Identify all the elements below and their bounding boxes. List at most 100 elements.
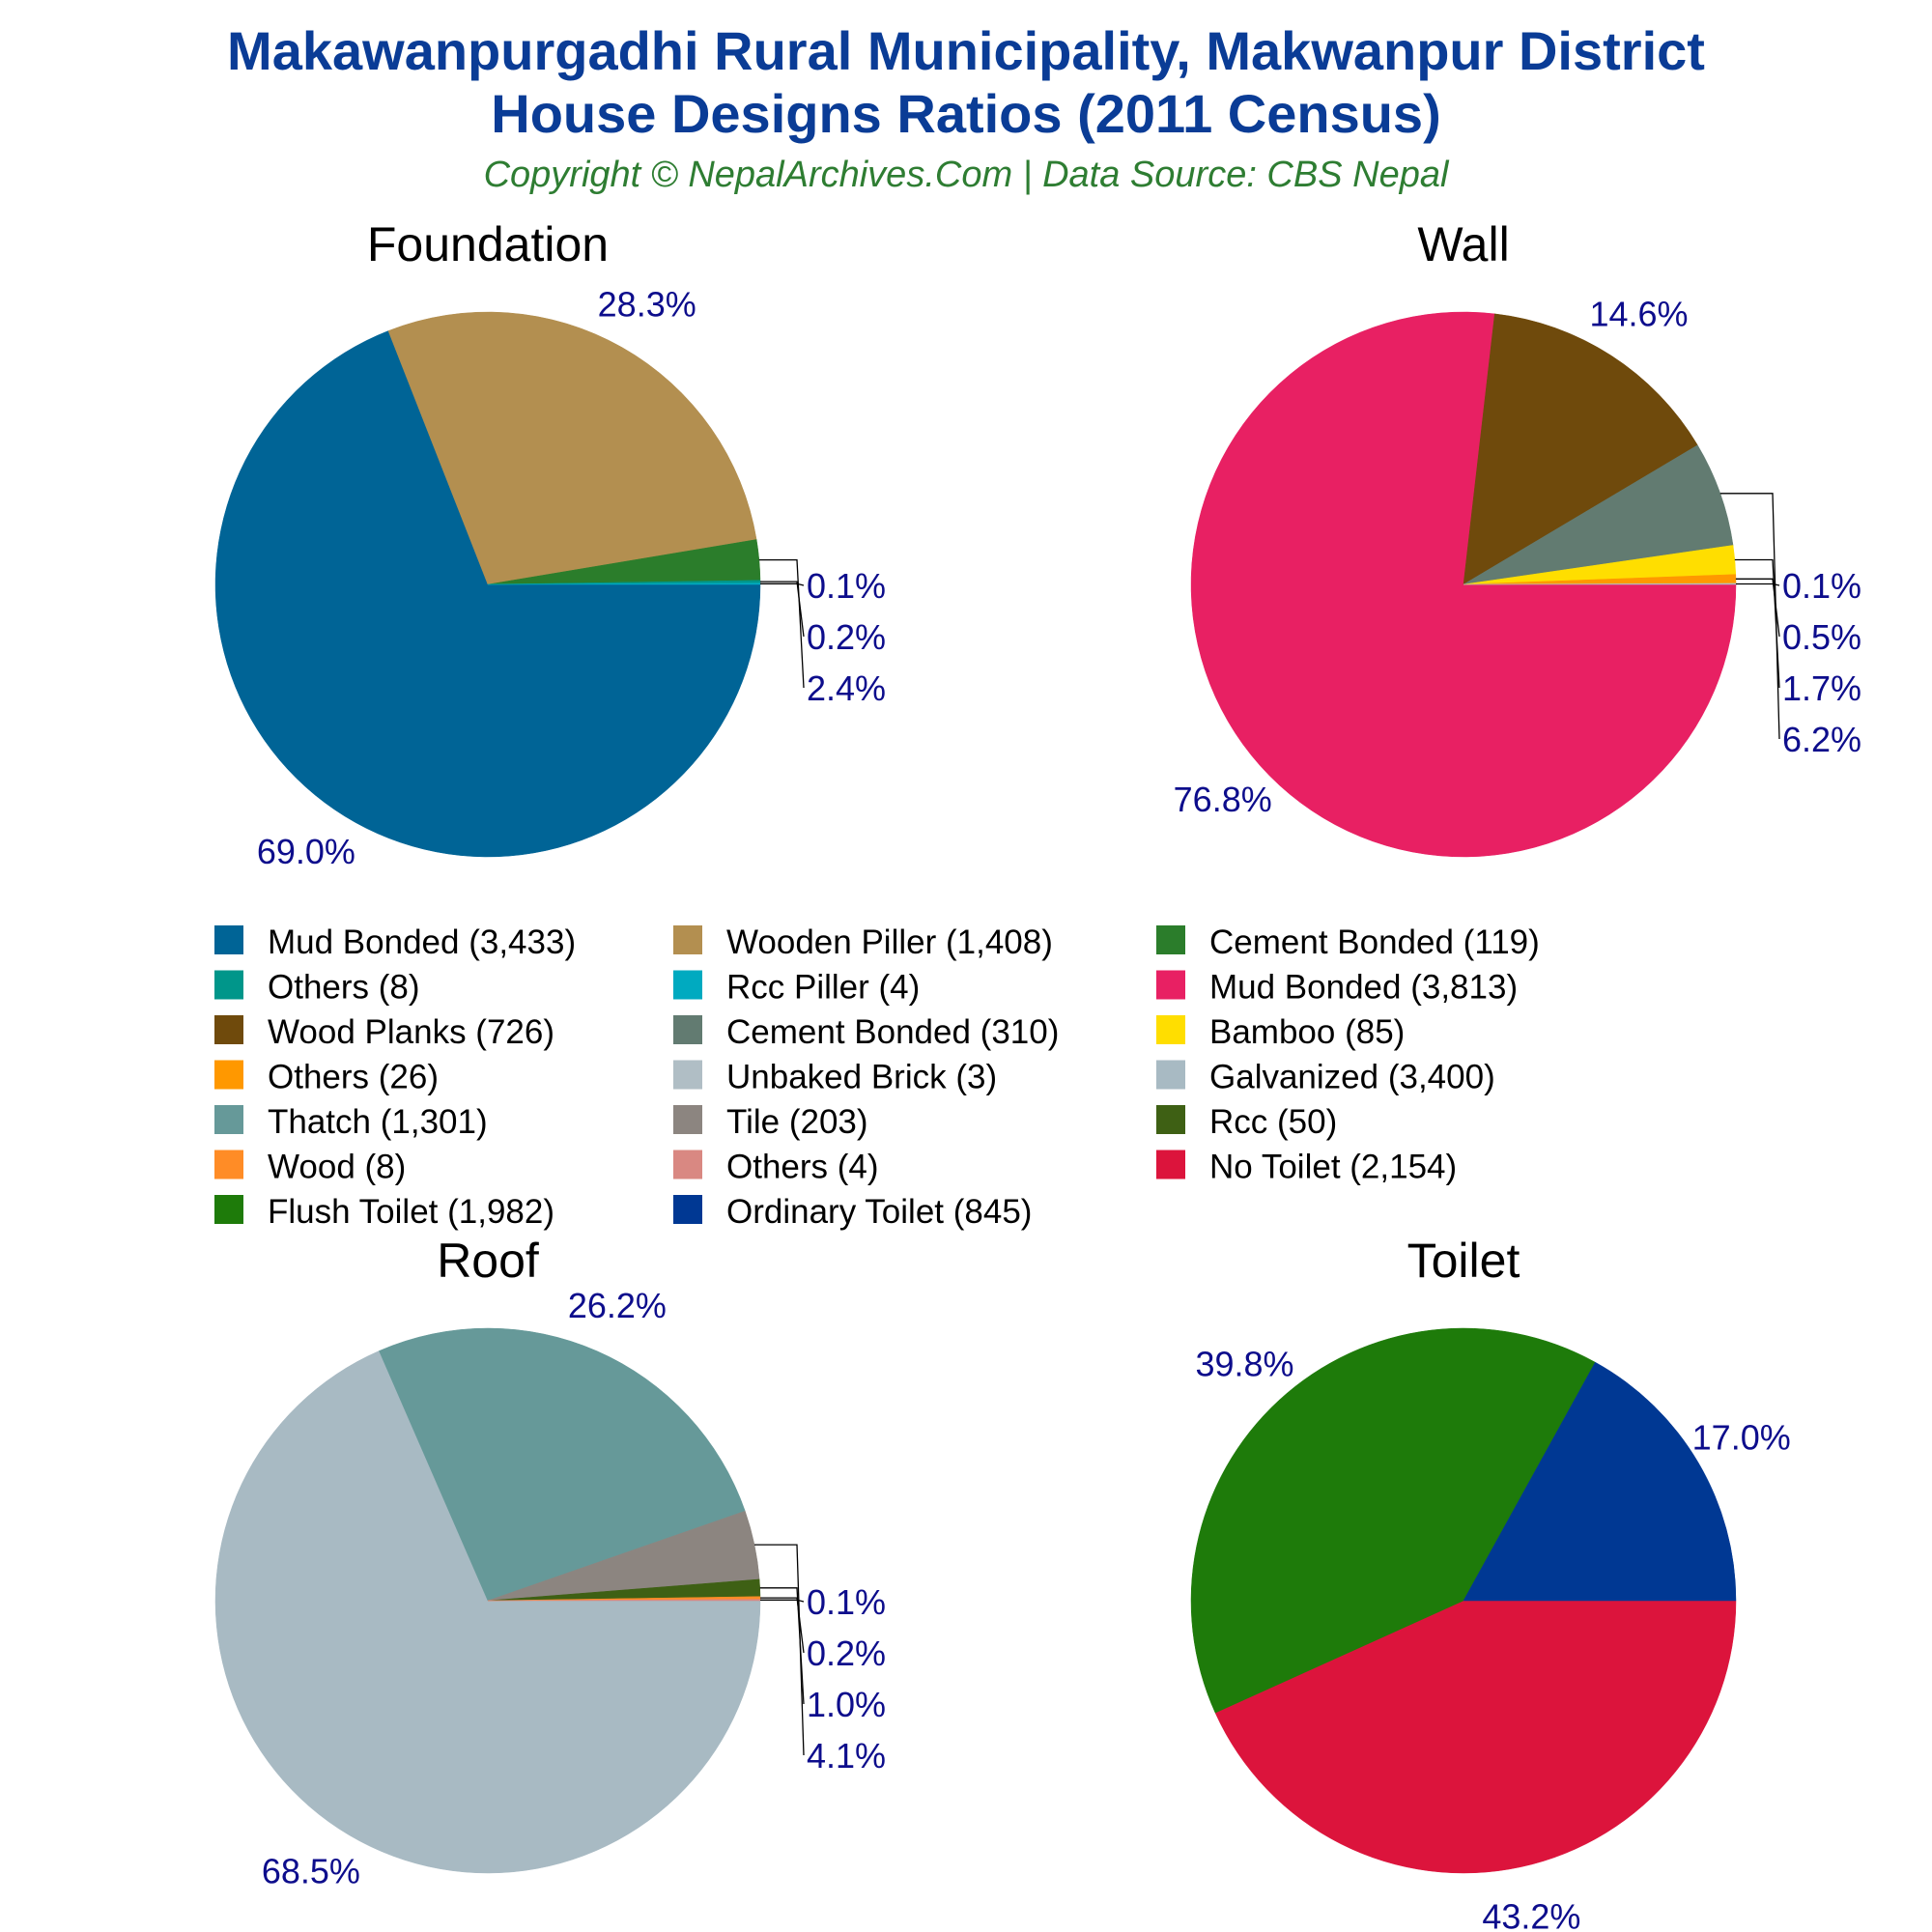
legend-label: Wood (8) [268,1149,406,1186]
pie-percent-label: 1.0% [807,1685,886,1724]
pie-percent-label: 17.0% [1692,1417,1791,1457]
legend-label: Rcc Piller (4) [726,969,920,1007]
legend-swatch [673,970,702,1000]
pie-percent-label: 28.3% [598,284,696,324]
legend-label: Wooden Piller (1,408) [726,923,1053,961]
pie-title-wall: Wall [1417,217,1509,271]
legend-label: Cement Bonded (119) [1209,923,1540,961]
legend-item: Others (8) [214,969,420,1007]
pie-percent-label: 69.0% [257,832,355,871]
legend-label: Others (8) [268,969,420,1007]
legend-item: Tile (203) [673,1103,868,1141]
pie-slice-roof-galvanized [214,1350,761,1874]
pie-title-toilet: Toilet [1407,1234,1520,1288]
legend-item: Cement Bonded (310) [673,1013,1059,1051]
pie-title-foundation: Foundation [367,217,609,271]
legend-item: Others (4) [673,1149,879,1186]
legend-label: Thatch (1,301) [268,1103,488,1141]
legend-item: No Toilet (2,154) [1156,1149,1457,1186]
legend-label: Ordinary Toilet (845) [726,1193,1032,1231]
pie-percent-label: 0.2% [807,617,886,657]
pies-layer: Foundation 69.0% 28.3% 0.1% 0.2% 2.4% Wall 76.8… [214,217,1861,1932]
legend-swatch [673,925,702,954]
pie-percent-label: 1.7% [1782,668,1861,708]
legend-swatch [1156,1150,1185,1179]
legend-item: Rcc (50) [1156,1103,1337,1141]
legend-swatch [214,1195,243,1224]
pie-percent-label: 0.1% [807,566,886,606]
legend-item: Wooden Piller (1,408) [673,923,1053,961]
pie-percent-label: 0.5% [1782,617,1861,657]
pie-leader-line [754,1544,805,1756]
chart-subtitle: Copyright © NepalArchives.Com | Data Sou… [484,155,1450,195]
chart-title-line1: Makawanpurgadhi Rural Municipality, Makw… [227,20,1705,81]
pie-slice-roof-thatch [379,1327,746,1602]
pie-percent-label: 0.1% [807,1582,886,1622]
legend-swatch [1156,925,1185,954]
legend-label: Rcc (50) [1209,1103,1337,1141]
legend-item: Wood (8) [214,1149,406,1186]
legend-swatch [1156,970,1185,1000]
legend-swatch [214,970,243,1000]
pie-leader-line [758,558,805,689]
legend-item: Mud Bonded (3,813) [1156,969,1518,1007]
legend-label: Mud Bonded (3,433) [268,923,576,961]
legend-swatch [1156,1105,1185,1134]
legend-swatch [673,1015,702,1044]
legend-label: Mud Bonded (3,813) [1209,969,1518,1007]
legend-label: Unbaked Brick (3) [726,1059,997,1096]
pie-percent-label: 6.2% [1782,720,1861,759]
pie-percent-label: 2.4% [807,668,886,708]
pie-chart-foundation: Foundation 69.0% 28.3% 0.1% 0.2% 2.4% [214,217,886,871]
legend-label: No Toilet (2,154) [1209,1149,1457,1186]
legend-swatch [673,1060,702,1090]
legend-item: Unbaked Brick (3) [673,1059,997,1096]
pie-percent-label: 76.8% [1174,780,1272,819]
pie-leader-line [760,581,805,638]
pie-slice-toilet-flush-toilet [1190,1327,1596,1714]
legend-item: Wood Planks (726) [214,1013,554,1051]
pie-leader-line [1719,493,1780,740]
pie-slice-foundation-wooden-piller [387,311,757,585]
legend-item: Bamboo (85) [1156,1013,1405,1051]
legend-swatch [1156,1060,1185,1090]
pie-slice-toilet-ordinary-toilet [1463,1361,1737,1602]
legend-label: Tile (203) [726,1103,868,1141]
legend-swatch [214,1105,243,1134]
pie-leader-line [760,1597,805,1654]
legend-item: Rcc Piller (4) [673,969,920,1007]
pie-slice-wall-wood-planks [1463,313,1698,585]
legend-swatch [214,925,243,954]
pie-percent-label: 4.1% [807,1736,886,1776]
pie-percent-label: 39.8% [1195,1345,1293,1384]
legend-swatch [214,1060,243,1090]
pie-percent-label: 43.2% [1482,1897,1580,1932]
legend: Mud Bonded (3,433) Wooden Piller (1,408) C… [214,923,1540,1231]
legend-label: Others (4) [726,1149,879,1186]
legend-swatch [673,1150,702,1179]
legend-item: Cement Bonded (119) [1156,923,1540,961]
pie-percent-label: 0.1% [1782,566,1861,606]
pie-percent-label: 26.2% [568,1286,667,1325]
legend-label: Flush Toilet (1,982) [268,1193,554,1231]
pie-slice-foundation-mud-bonded [214,330,761,858]
legend-swatch [1156,1015,1185,1044]
pie-slice-toilet-no-toilet [1214,1600,1737,1874]
legend-swatch [673,1105,702,1134]
pie-percent-label: 0.2% [807,1634,886,1673]
legend-label: Wood Planks (726) [268,1013,554,1051]
legend-label: Others (26) [268,1059,439,1096]
pie-title-roof: Roof [437,1234,539,1288]
legend-swatch [673,1195,702,1224]
legend-swatch [214,1150,243,1179]
legend-item: Flush Toilet (1,982) [214,1193,554,1231]
pie-percent-label: 68.5% [262,1851,360,1890]
pie-chart-roof: Roof 68.5% 26.2% 0.1% 0.2% 1.0% 4.1% [214,1234,886,1890]
pie-chart-toilet: Toilet 43.2% 39.8% 17.0% [1190,1234,1791,1932]
legend-label: Bamboo (85) [1209,1013,1405,1051]
legend-item: Mud Bonded (3,433) [214,923,576,961]
legend-swatch [214,1015,243,1044]
pie-percent-label: 14.6% [1589,295,1688,334]
